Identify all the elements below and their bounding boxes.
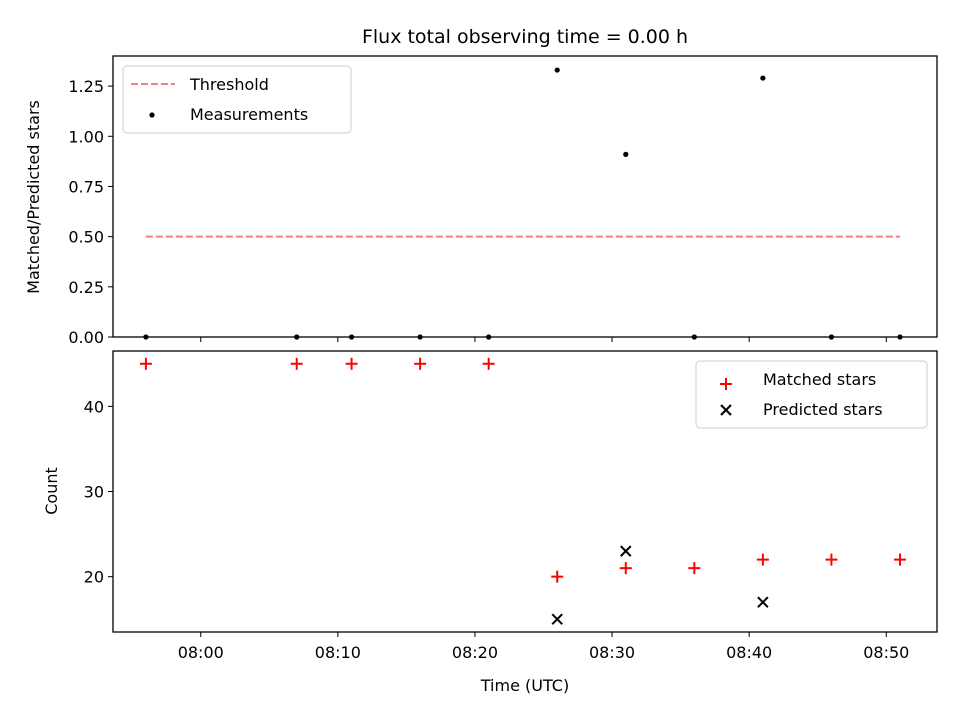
top-legend-box xyxy=(122,65,352,134)
top-plot-frame xyxy=(112,55,938,338)
predicted-star-point xyxy=(551,613,563,625)
bottom-panel: 20 30 40 08:00 08:10 08:20 08:30 08:40 08:50 Co… xyxy=(42,350,938,695)
matched-star-point xyxy=(290,357,303,370)
legend-measurements-swatch xyxy=(149,112,155,118)
predicted-star-point xyxy=(620,545,632,557)
x-axis-label: Time (UTC) xyxy=(480,676,569,695)
top-y-tick-label: 0.25 xyxy=(68,278,104,297)
legend-measurements-label: Measurements xyxy=(190,105,308,124)
bottom-legend: Matched stars Predicted stars xyxy=(695,360,928,429)
matched-star-point xyxy=(825,553,838,566)
matched-star-point xyxy=(414,357,427,370)
measurement-point xyxy=(623,151,629,157)
legend-matched-swatch xyxy=(720,378,732,390)
matched-star-point xyxy=(139,357,152,370)
top-y-tick-label: 1.00 xyxy=(68,127,104,146)
x-tick-label: 08:00 xyxy=(178,643,224,662)
top-legend: Threshold Measurements xyxy=(122,65,352,134)
x-tick-label: 08:20 xyxy=(452,643,498,662)
matched-star-point xyxy=(345,357,358,370)
bottom-legend-box xyxy=(695,360,928,429)
measurement-point xyxy=(554,67,560,73)
bottom-y-tick-label: 20 xyxy=(84,568,104,587)
predicted-star-point xyxy=(757,596,769,608)
matched-star-point xyxy=(756,553,769,566)
legend-threshold-label: Threshold xyxy=(189,75,269,94)
top-y-axis-label: Matched/Predicted stars xyxy=(24,100,43,294)
matched-star-point xyxy=(619,562,632,575)
bottom-y-axis-label: Count xyxy=(42,467,61,515)
matched-star-point xyxy=(893,553,906,566)
top-y-tick-label: 0.75 xyxy=(68,177,104,196)
x-tick-label: 08:40 xyxy=(726,643,772,662)
chart-title: Flux total observing time = 0.00 h xyxy=(362,26,688,48)
legend-matched-label: Matched stars xyxy=(763,370,876,389)
matched-star-point xyxy=(482,357,495,370)
x-tick-label: 08:10 xyxy=(315,643,361,662)
measurement-point xyxy=(760,75,766,81)
x-tick-label: 08:50 xyxy=(863,643,909,662)
legend-predicted-swatch xyxy=(720,404,732,416)
top-panel: 0.00 0.25 0.50 0.75 1.00 1.25 Matched/Predict… xyxy=(24,55,938,347)
matched-star-point xyxy=(551,570,564,583)
top-y-tick-label: 1.25 xyxy=(68,77,104,96)
legend-predicted-label: Predicted stars xyxy=(763,400,883,419)
bottom-y-tick-label: 40 xyxy=(84,397,104,416)
top-y-tick-label: 0.00 xyxy=(68,328,104,347)
bottom-y-tick-label: 30 xyxy=(84,483,104,502)
x-tick-label: 08:30 xyxy=(589,643,635,662)
matched-star-point xyxy=(688,562,701,575)
top-y-tick-label: 0.50 xyxy=(68,228,104,247)
